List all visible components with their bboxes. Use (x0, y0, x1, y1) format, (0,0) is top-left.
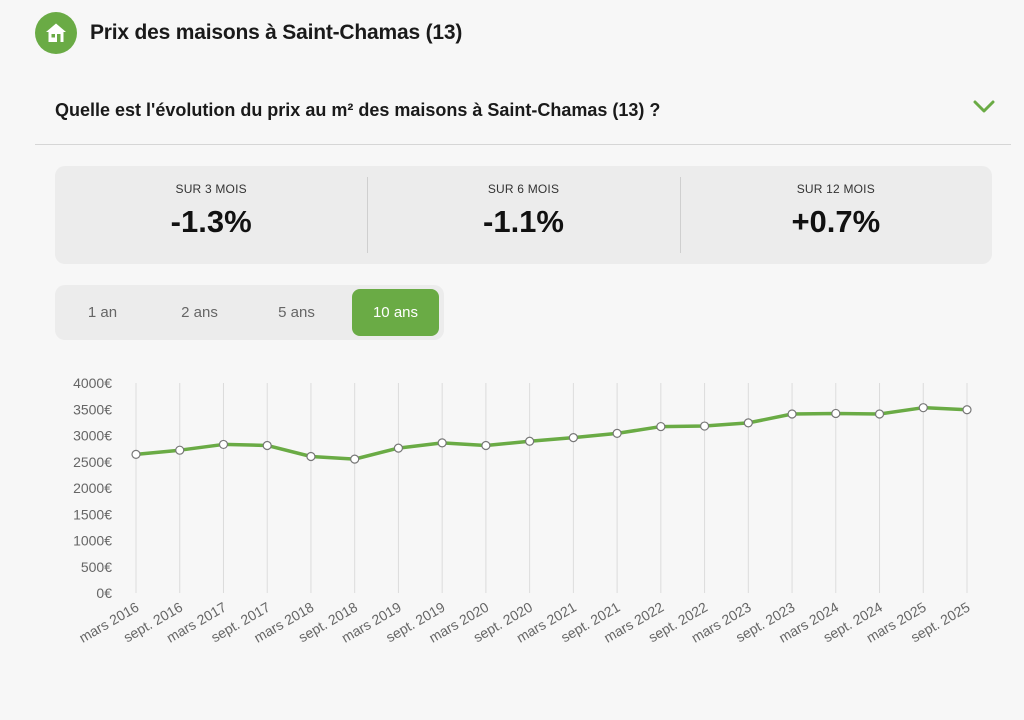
x-tick-label: sept. 2022 (645, 599, 710, 646)
x-tick-label: mars 2020 (426, 599, 491, 646)
y-tick-label: 1000€ (73, 533, 112, 549)
x-tick-label: mars 2021 (514, 599, 579, 646)
home-icon (46, 23, 66, 42)
y-tick-label: 500€ (81, 559, 112, 575)
header: Prix des maisons à Saint-Chamas (13) (35, 12, 462, 54)
data-point (699, 421, 710, 431)
x-tick-label: sept. 2017 (208, 599, 273, 646)
page-title: Prix des maisons à Saint-Chamas (13) (90, 21, 463, 44)
x-tick-label: sept. 2018 (296, 599, 361, 646)
y-tick-label: 2500€ (73, 454, 112, 470)
stat-label: SUR 6 MOIS (487, 182, 560, 196)
y-tick-label: 3000€ (73, 428, 112, 444)
accordion-question[interactable]: Quelle est l'évolution du prix au m² des… (35, 74, 1011, 145)
stat-value: +0.7% (791, 204, 881, 239)
data-point (874, 409, 885, 419)
y-tick-label: 4000€ (73, 375, 112, 391)
period-10-ans[interactable]: 10 ans (352, 289, 439, 336)
stat-value: -1.1% (483, 204, 564, 239)
y-tick-label: 3500€ (73, 401, 112, 417)
data-point (962, 405, 972, 415)
data-point (218, 439, 229, 450)
data-point (481, 440, 491, 451)
period-2-ans[interactable]: 2 ans (181, 304, 218, 321)
stat-6-months: SUR 6 MOIS -1.1% (367, 166, 679, 264)
y-tick-label: 0€ (96, 585, 112, 601)
data-point (175, 445, 185, 455)
stat-label: SUR 12 MOIS (796, 182, 875, 196)
stats-panel: SUR 3 MOIS -1.3% SUR 6 MOIS -1.1% SUR 12… (55, 166, 992, 264)
stat-value: -1.3% (170, 204, 252, 239)
data-point (612, 428, 622, 438)
period-5-ans[interactable]: 5 ans (278, 304, 315, 321)
data-point (743, 418, 753, 428)
data-point (656, 421, 666, 432)
x-tick-label: sept. 2023 (733, 599, 798, 646)
data-point (918, 403, 928, 413)
data-point (262, 440, 272, 451)
x-tick-label: mars 2023 (689, 599, 754, 646)
data-point (568, 433, 578, 443)
y-tick-label: 2000€ (73, 480, 112, 496)
data-point (350, 454, 360, 464)
x-tick-label: mars 2025 (863, 599, 928, 646)
x-tick-label: sept. 2024 (820, 599, 885, 646)
x-tick-label: sept. 2021 (558, 599, 623, 646)
data-point (831, 408, 841, 419)
stat-3-months: SUR 3 MOIS -1.3% (55, 166, 367, 264)
data-point (306, 451, 316, 462)
question-text: Quelle est l'évolution du prix au m² des… (55, 100, 661, 120)
stat-label: SUR 3 MOIS (175, 182, 247, 196)
period-1-an[interactable]: 1 an (87, 304, 118, 321)
x-tick-label: mars 2024 (776, 599, 841, 646)
data-point (437, 438, 447, 448)
data-point (393, 443, 404, 453)
x-tick-label: mars 2019 (339, 599, 404, 646)
x-tick-label: sept. 2025 (908, 599, 973, 646)
data-point (787, 409, 797, 419)
period-selector: 1 an 2 ans 5 ans 10 ans (55, 285, 444, 340)
data-point (131, 449, 141, 459)
home-badge (35, 12, 77, 54)
y-tick-label: 1500€ (73, 506, 112, 522)
x-tick-label: mars 2022 (601, 599, 666, 646)
x-tick-label: sept. 2016 (121, 599, 186, 646)
x-tick-label: mars 2018 (251, 599, 316, 646)
x-tick-label: mars 2017 (164, 599, 229, 646)
chevron-down-icon[interactable] (973, 98, 995, 114)
series-line (134, 405, 969, 461)
x-tick-label: sept. 2020 (471, 599, 536, 646)
stat-12-months: SUR 12 MOIS +0.7% (679, 166, 992, 264)
data-point (525, 436, 535, 446)
x-tick-label: mars 2016 (76, 599, 141, 646)
x-tick-label: sept. 2019 (383, 599, 448, 646)
